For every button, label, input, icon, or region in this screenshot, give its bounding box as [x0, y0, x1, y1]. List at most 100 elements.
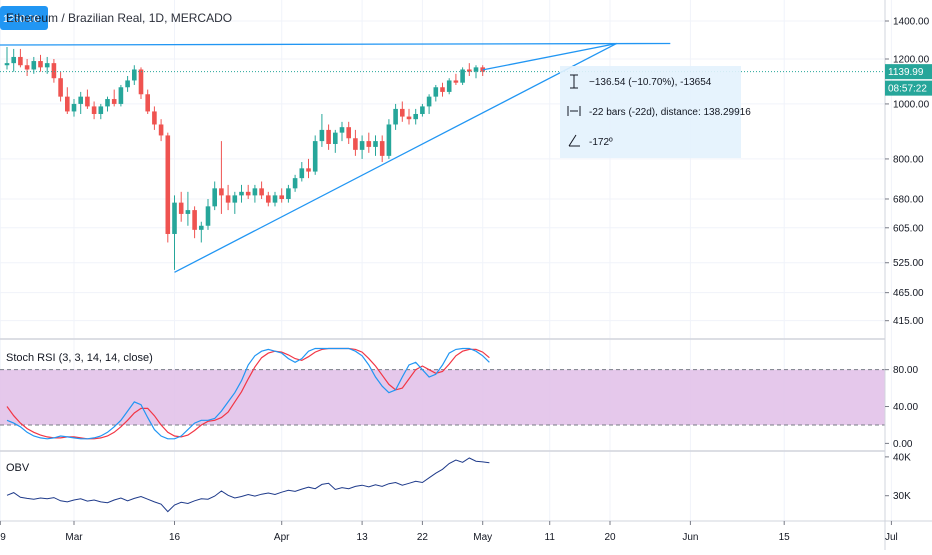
candle-body-18[interactable] [125, 80, 130, 88]
candle-body-52[interactable] [353, 138, 358, 150]
candle-body-49[interactable] [333, 132, 338, 144]
candle-body-12[interactable] [85, 96, 90, 107]
candle-body-42[interactable] [286, 188, 291, 199]
candle-body-70[interactable] [473, 67, 479, 72]
candle-body-67[interactable] [453, 80, 459, 83]
candle-body-16[interactable] [111, 99, 117, 104]
candle-body-33[interactable] [225, 195, 231, 203]
last-price-tag[interactable]: 1139.99 08:57:22 [885, 64, 932, 96]
candle-body-58[interactable] [393, 108, 398, 125]
main-ytick-label-4: 680.00 [893, 194, 924, 205]
candle-body-54[interactable] [366, 141, 372, 147]
stoch-ytick-label-1: 40.00 [893, 402, 918, 413]
candle-body-62[interactable] [420, 106, 425, 114]
candle-body-59[interactable] [400, 108, 405, 117]
symbol-badge[interactable]: 1250.00 [3, 14, 40, 25]
candle-body-10[interactable] [71, 103, 77, 112]
trendline-0[interactable] [0, 42, 671, 46]
stoch-price-axis[interactable]: 80.00 40.00 0.00 [885, 365, 918, 450]
candle-body-23[interactable] [158, 124, 164, 136]
candle-body-46[interactable] [312, 141, 318, 172]
candle-body-38[interactable] [259, 188, 264, 196]
candle-body-15[interactable] [105, 99, 110, 107]
candle-body-19[interactable] [132, 69, 137, 81]
candle-body-29[interactable] [199, 225, 204, 230]
xtick-label-9: Jun [682, 532, 698, 543]
main-price-axis[interactable]: 1400.00 1200.00 1000.00 800.00 680.00 605.00 5… [885, 17, 930, 328]
candle-body-45[interactable] [306, 168, 311, 172]
candle-body-31[interactable] [212, 188, 217, 207]
obv-price-axis[interactable]: 40K 30K [885, 452, 911, 502]
candle-body-14[interactable] [98, 106, 104, 114]
candle-body-24[interactable] [165, 135, 171, 234]
candle-body-9[interactable] [65, 96, 70, 112]
candle-body-35[interactable] [239, 191, 244, 196]
candle-body-40[interactable] [272, 195, 278, 203]
candle-body-55[interactable] [373, 141, 378, 147]
candle-body-26[interactable] [178, 202, 184, 214]
candle-body-25[interactable] [172, 202, 177, 234]
candle-body-60[interactable] [406, 116, 412, 120]
candle-body-36[interactable] [245, 191, 251, 196]
candle-body-41[interactable] [279, 195, 284, 199]
candle-body-57[interactable] [386, 124, 392, 156]
obv-pane-label[interactable]: OBV [6, 462, 30, 474]
candle-body-43[interactable] [292, 178, 298, 189]
candle-body-7[interactable] [51, 63, 57, 79]
candle-body-39[interactable] [266, 195, 271, 203]
candle-body-61[interactable] [413, 113, 418, 120]
candle-body-21[interactable] [145, 94, 150, 112]
candle-body-51[interactable] [346, 127, 351, 139]
candle-body-8[interactable] [58, 78, 63, 97]
candle-body-68[interactable] [460, 69, 465, 83]
candle-body-30[interactable] [205, 206, 211, 226]
candle-body-50[interactable] [339, 127, 345, 133]
candle-body-64[interactable] [433, 87, 439, 97]
candle-body-53[interactable] [359, 141, 365, 150]
candle-body-66[interactable] [446, 80, 452, 92]
candle-body-34[interactable] [232, 195, 238, 203]
candle-body-17[interactable] [118, 87, 124, 104]
stoch-pane-label[interactable]: Stoch RSI (3, 3, 14, 14, close) [6, 352, 153, 364]
obv-layer [6, 457, 490, 513]
candle-body-69[interactable] [467, 69, 472, 72]
last-price-value: 1139.99 [888, 67, 924, 78]
candle-body-11[interactable] [78, 96, 83, 104]
candle-body-63[interactable] [426, 96, 432, 107]
candle-body-44[interactable] [299, 168, 305, 179]
countdown-value: 08:57:22 [888, 84, 927, 95]
angle-icon [568, 134, 580, 147]
candle-body-2[interactable] [18, 56, 23, 66]
measure-box[interactable]: −136.54 (−10.70%), -13654 -22 bars (-22d… [560, 66, 751, 158]
trendline-1[interactable] [174, 42, 617, 273]
candle-body-13[interactable] [91, 106, 97, 114]
candle-body-6[interactable] [44, 63, 50, 68]
candle-body-3[interactable] [24, 65, 30, 70]
main-ytick-label-0: 1400.00 [893, 17, 930, 28]
stoch-layer [6, 347, 490, 440]
candle-body-37[interactable] [252, 188, 258, 196]
candle-body-4[interactable] [31, 61, 37, 70]
candle-body-20[interactable] [138, 69, 144, 95]
candle-body-28[interactable] [192, 210, 197, 230]
candle-body-27[interactable] [185, 210, 191, 214]
main-ytick-label-6: 525.00 [893, 258, 924, 269]
symbol-badge-bg[interactable] [0, 6, 48, 30]
candle-body-48[interactable] [326, 129, 331, 144]
trendline-2[interactable] [482, 42, 617, 71]
time-axis[interactable]: 19 Mar 16 Apr 13 22 May 11 20 Jun 15 Jul [0, 521, 898, 543]
candle-body-0[interactable] [4, 63, 10, 66]
candles-layer[interactable] [4, 46, 485, 270]
candle-body-65[interactable] [440, 87, 445, 92]
candle-body-56[interactable] [379, 141, 385, 156]
trendlines-layer[interactable] [0, 42, 671, 273]
candle-body-5[interactable] [38, 61, 43, 68]
candle-body-32[interactable] [219, 188, 224, 196]
price-range-icon [570, 74, 578, 89]
candle-body-22[interactable] [152, 111, 157, 125]
candle-body-47[interactable] [319, 129, 325, 142]
candle-body-1[interactable] [11, 56, 16, 64]
